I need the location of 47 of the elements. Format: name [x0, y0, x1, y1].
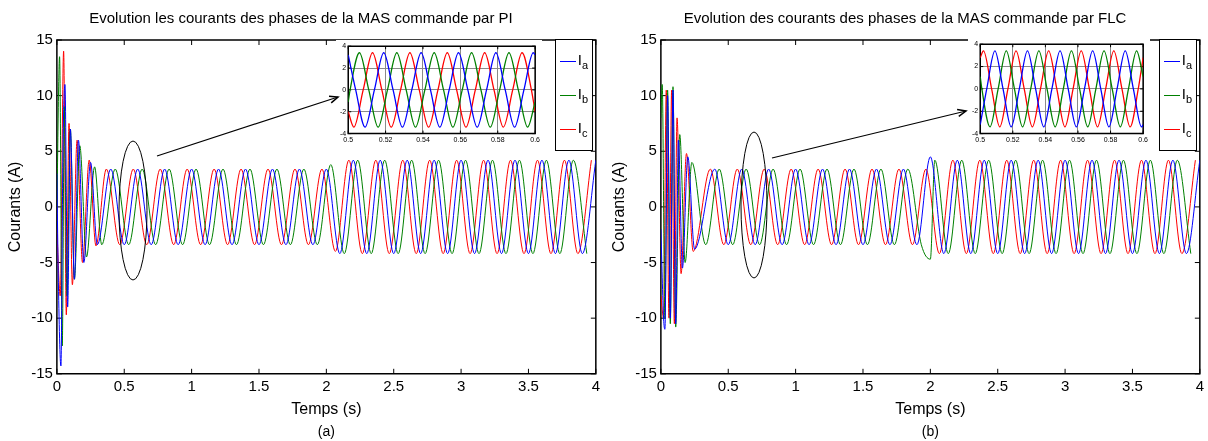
y-tick-label: -5 [643, 252, 657, 270]
x-tick-label: 1.5 [248, 376, 270, 394]
y-tick-label: -5 [39, 252, 53, 270]
x-tick-label: 3 [1060, 376, 1070, 394]
y-tick-label: 10 [640, 85, 657, 103]
chart-title: Evolution des courants des phases de la MAS commande par FLC [683, 9, 1127, 27]
x-axis-title: Temps (s) [895, 399, 966, 417]
line-series [980, 50, 1144, 128]
y-tick-label: -10 [31, 308, 53, 326]
y-tick-label: -15 [635, 363, 657, 381]
x-tick-label: 2 [926, 376, 935, 394]
legend-label: I$_{c}$ [1181, 118, 1192, 139]
x-tick-label: 4 [1195, 376, 1204, 394]
y-tick-label: -15 [31, 363, 53, 381]
y-tick-label: 0 [44, 197, 53, 215]
text: (b) [921, 422, 939, 439]
legend-label: I$_{c}$ [577, 118, 588, 139]
x-axis-title: Temps (s) [291, 399, 362, 417]
x-tick-label: 3.5 [1122, 376, 1143, 394]
legend-label: I$_{b}$ [1181, 84, 1193, 105]
x-tick-label: 2.5 [987, 376, 1009, 394]
text: (a) [317, 422, 335, 439]
y-tick-label: 15 [640, 30, 657, 48]
x-tick-label: 0.5 [113, 376, 135, 394]
line-series [348, 52, 536, 128]
legend-label: I$_{b}$ [577, 84, 589, 105]
y-tick-label: 5 [44, 141, 53, 159]
x-tick-label: 0.5 [717, 376, 739, 394]
y-tick-label: 15 [36, 30, 53, 48]
x-tick-label: 2 [322, 376, 331, 394]
x-tick-label: 2.5 [383, 376, 405, 394]
x-tick-label: 1 [791, 376, 800, 394]
x-tick-label: 3 [456, 376, 466, 394]
line-series [56, 84, 596, 367]
x-tick-label: 1.5 [852, 376, 874, 394]
y-tick-label: 5 [648, 141, 657, 159]
x-tick-label: 3.5 [518, 376, 539, 394]
x-tick-label: 1 [187, 376, 196, 394]
legend-label: I$_{a}$ [1181, 50, 1193, 71]
y-tick-label: 0 [648, 197, 657, 215]
y-tick-label: -10 [635, 308, 657, 326]
y-axis-title: Courants (A) [610, 161, 628, 253]
y-tick-label: 10 [36, 85, 53, 103]
legend-label: I$_{a}$ [577, 50, 589, 71]
x-tick-label: 4 [591, 376, 600, 394]
y-axis-title: Courants (A) [6, 161, 24, 253]
chart-title: Evolution les courants des phases de la MAS commande par PI [89, 9, 513, 27]
